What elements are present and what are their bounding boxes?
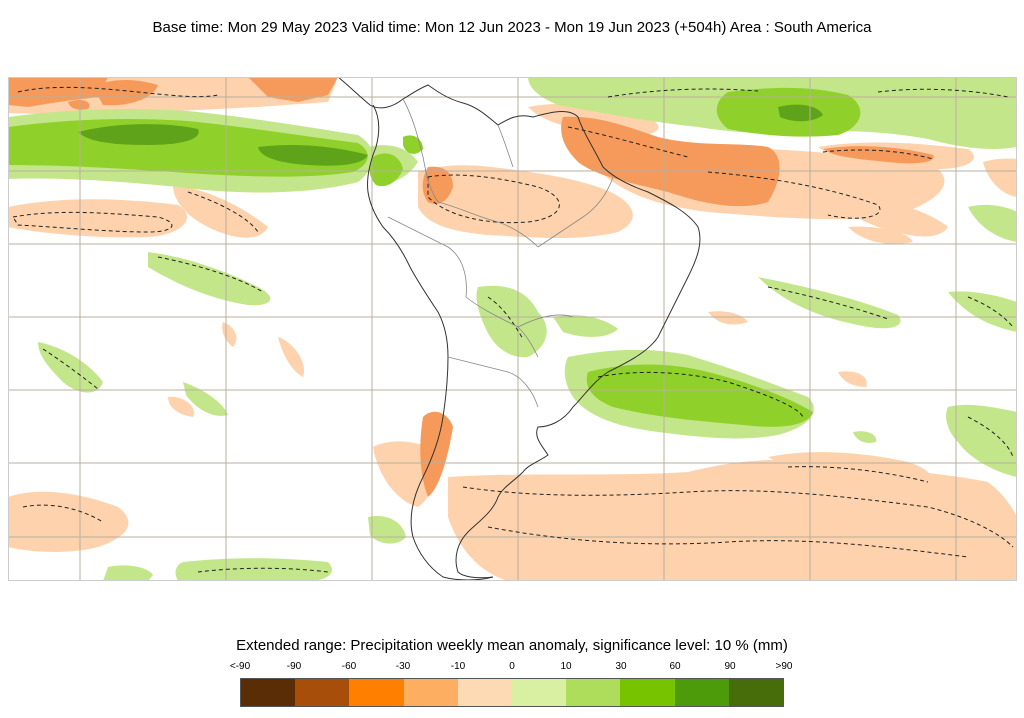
significance-contours	[12, 86, 1014, 573]
legend-tick-labels: <-90 -90 -60 -30 -10 0 10 30 60 90 >90	[0, 661, 1024, 675]
legend-swatch	[512, 679, 567, 706]
legend-label: >90	[775, 661, 793, 672]
legend-color-bar	[240, 678, 784, 707]
legend-swatch	[457, 679, 513, 706]
strong-dry-anomaly-areas	[8, 77, 934, 497]
legend-swatch	[241, 679, 296, 706]
legend-label: -90	[286, 661, 302, 672]
legend-label: 90	[724, 661, 736, 672]
legend-swatch	[728, 679, 784, 706]
legend-label: 60	[669, 661, 681, 672]
legend-swatch	[349, 679, 404, 706]
legend-title: Extended range: Precipitation weekly mea…	[236, 637, 788, 654]
legend-label: -10	[450, 661, 466, 672]
legend-label: -60	[341, 661, 357, 672]
continent-outline	[337, 77, 701, 581]
legend-swatch	[566, 679, 621, 706]
legend-label: <-90	[229, 661, 251, 672]
lat-lon-grid	[8, 77, 1017, 581]
legend-swatch	[620, 679, 675, 706]
strong-wet-anomaly-areas	[78, 104, 823, 166]
chart-title: Base time: Mon 29 May 2023 Valid time: M…	[152, 19, 872, 36]
legend-swatch	[403, 679, 458, 706]
legend-swatch	[295, 679, 350, 706]
legend-label: 0	[509, 661, 515, 672]
anomaly-map	[8, 77, 1017, 581]
legend-label: 30	[615, 661, 627, 672]
legend-swatch	[674, 679, 729, 706]
country-borders	[387, 98, 614, 408]
legend-label: 10	[560, 661, 572, 672]
legend-label: -30	[395, 661, 411, 672]
